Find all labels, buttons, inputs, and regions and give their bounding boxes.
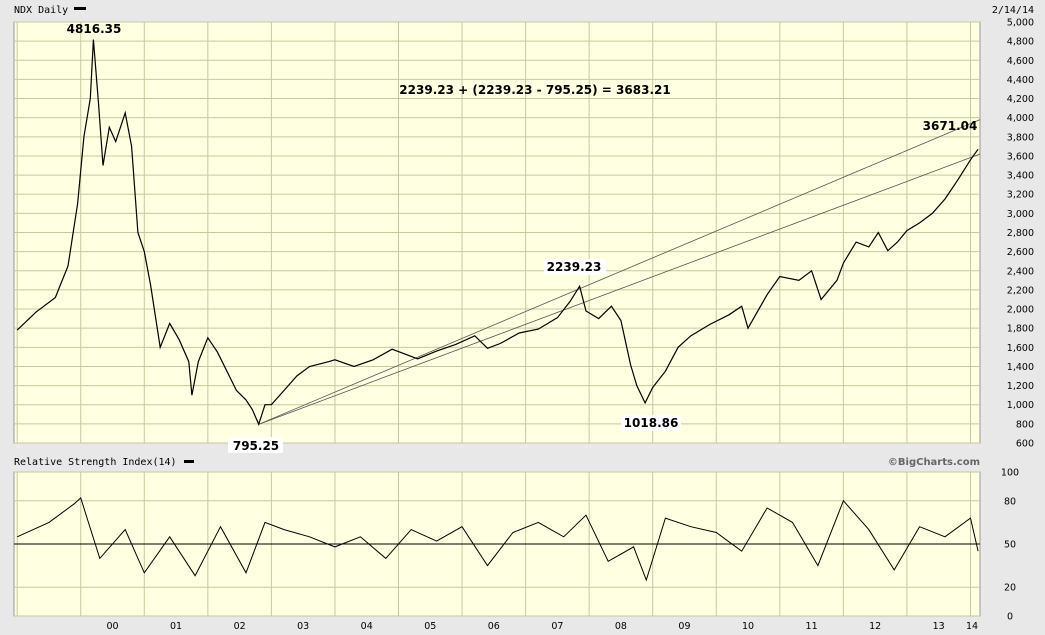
annotation-low-2002-box: [228, 437, 283, 453]
price-ytick-label: 800: [1016, 419, 1034, 430]
price-ytick-label: 3,600: [1007, 151, 1034, 162]
price-ytick-label: 4,600: [1007, 56, 1034, 67]
rsi-ytick-label: 50: [1004, 540, 1016, 551]
price-y-axis: 600 800 1,000 1,200 1,400 1,600 1,800 2,000 2,20…: [1007, 18, 1034, 450]
x-tick-label: 06: [488, 621, 500, 632]
price-ytick-label: 4,200: [1007, 94, 1034, 105]
trendline: [258, 119, 981, 425]
x-tick-label: 05: [424, 621, 436, 632]
rsi-ytick-label: 0: [1007, 612, 1013, 623]
rsi-y-axis: 0 20 50 80 100: [1001, 468, 1019, 623]
x-tick-label: 08: [615, 621, 627, 632]
price-ytick-label: 2,000: [1007, 305, 1034, 316]
price-ytick-label: 600: [1016, 439, 1034, 450]
price-ytick-label: 4,800: [1007, 37, 1034, 48]
annotation-high-2007: 2239.23: [547, 260, 602, 274]
rsi-ytick-label: 100: [1001, 468, 1019, 479]
price-ytick-label: 3,800: [1007, 132, 1034, 143]
x-tick-label: 04: [361, 621, 373, 632]
price-ytick-label: 4,400: [1007, 75, 1034, 86]
bigcharts-credit: ©BigCharts.com: [888, 457, 980, 468]
annotation-high-2007-box: [544, 259, 606, 275]
price-ytick-label: 2,600: [1007, 247, 1034, 258]
price-ytick-label: 2,400: [1007, 266, 1034, 277]
rsi-title: Relative Strength Index(14): [14, 457, 177, 468]
price-ytick-label: 3,200: [1007, 190, 1034, 201]
rsi-ytick-label: 20: [1004, 583, 1016, 594]
price-ytick-label: 1,600: [1007, 343, 1034, 354]
price-ytick-label: 1,000: [1007, 400, 1034, 411]
x-tick-label: 12: [869, 621, 881, 632]
x-tick-label: 11: [806, 621, 818, 632]
rsi-series-line: [16, 496, 979, 582]
price-ytick-label: 2,800: [1007, 228, 1034, 239]
annotation-low-2009: 1018.86: [624, 416, 679, 430]
chart-title: NDX Daily: [14, 5, 68, 16]
trendlines: [258, 119, 981, 425]
price-ytick-label: 1,400: [1007, 362, 1034, 373]
price-ytick-label: 1,800: [1007, 324, 1034, 335]
chart-date: 2/14/14: [992, 5, 1034, 16]
price-ytick-label: 4,000: [1007, 113, 1034, 124]
annotation-low-2009-box: [621, 415, 681, 431]
x-tick-label: 00: [106, 621, 118, 632]
annotation-low-2002: 795.25: [233, 439, 279, 453]
legend-swatch-price: [74, 7, 86, 10]
annotation-projection: 2239.23 + (2239.23 - 795.25) = 3683.21: [399, 83, 670, 97]
rsi-ytick-label: 80: [1004, 496, 1016, 507]
trendline: [258, 153, 981, 425]
annotation-current: 3671.04: [923, 119, 978, 133]
price-ytick-label: 2,200: [1007, 285, 1034, 296]
x-tick-label: 13: [933, 621, 945, 632]
x-axis: 00 01 02 03 04 05 06 07 08 09 10 11 12 13 14: [106, 621, 978, 632]
price-ytick-label: 5,000: [1007, 18, 1034, 29]
legend-swatch-rsi: [184, 460, 194, 463]
price-grid: [14, 21, 980, 444]
x-tick-label: 09: [678, 621, 690, 632]
x-tick-label: 07: [551, 621, 563, 632]
price-series-line: [16, 39, 979, 427]
price-ytick-label: 3,000: [1007, 209, 1034, 220]
x-tick-label: 02: [234, 621, 246, 632]
x-tick-label: 01: [170, 621, 182, 632]
price-ytick-label: 3,400: [1007, 171, 1034, 182]
annotation-peak-2000: 4816.35: [67, 22, 122, 36]
price-ytick-label: 1,200: [1007, 381, 1034, 392]
x-tick-label: 10: [742, 621, 754, 632]
x-tick-label: 14: [966, 621, 978, 632]
x-tick-label: 03: [297, 621, 309, 632]
